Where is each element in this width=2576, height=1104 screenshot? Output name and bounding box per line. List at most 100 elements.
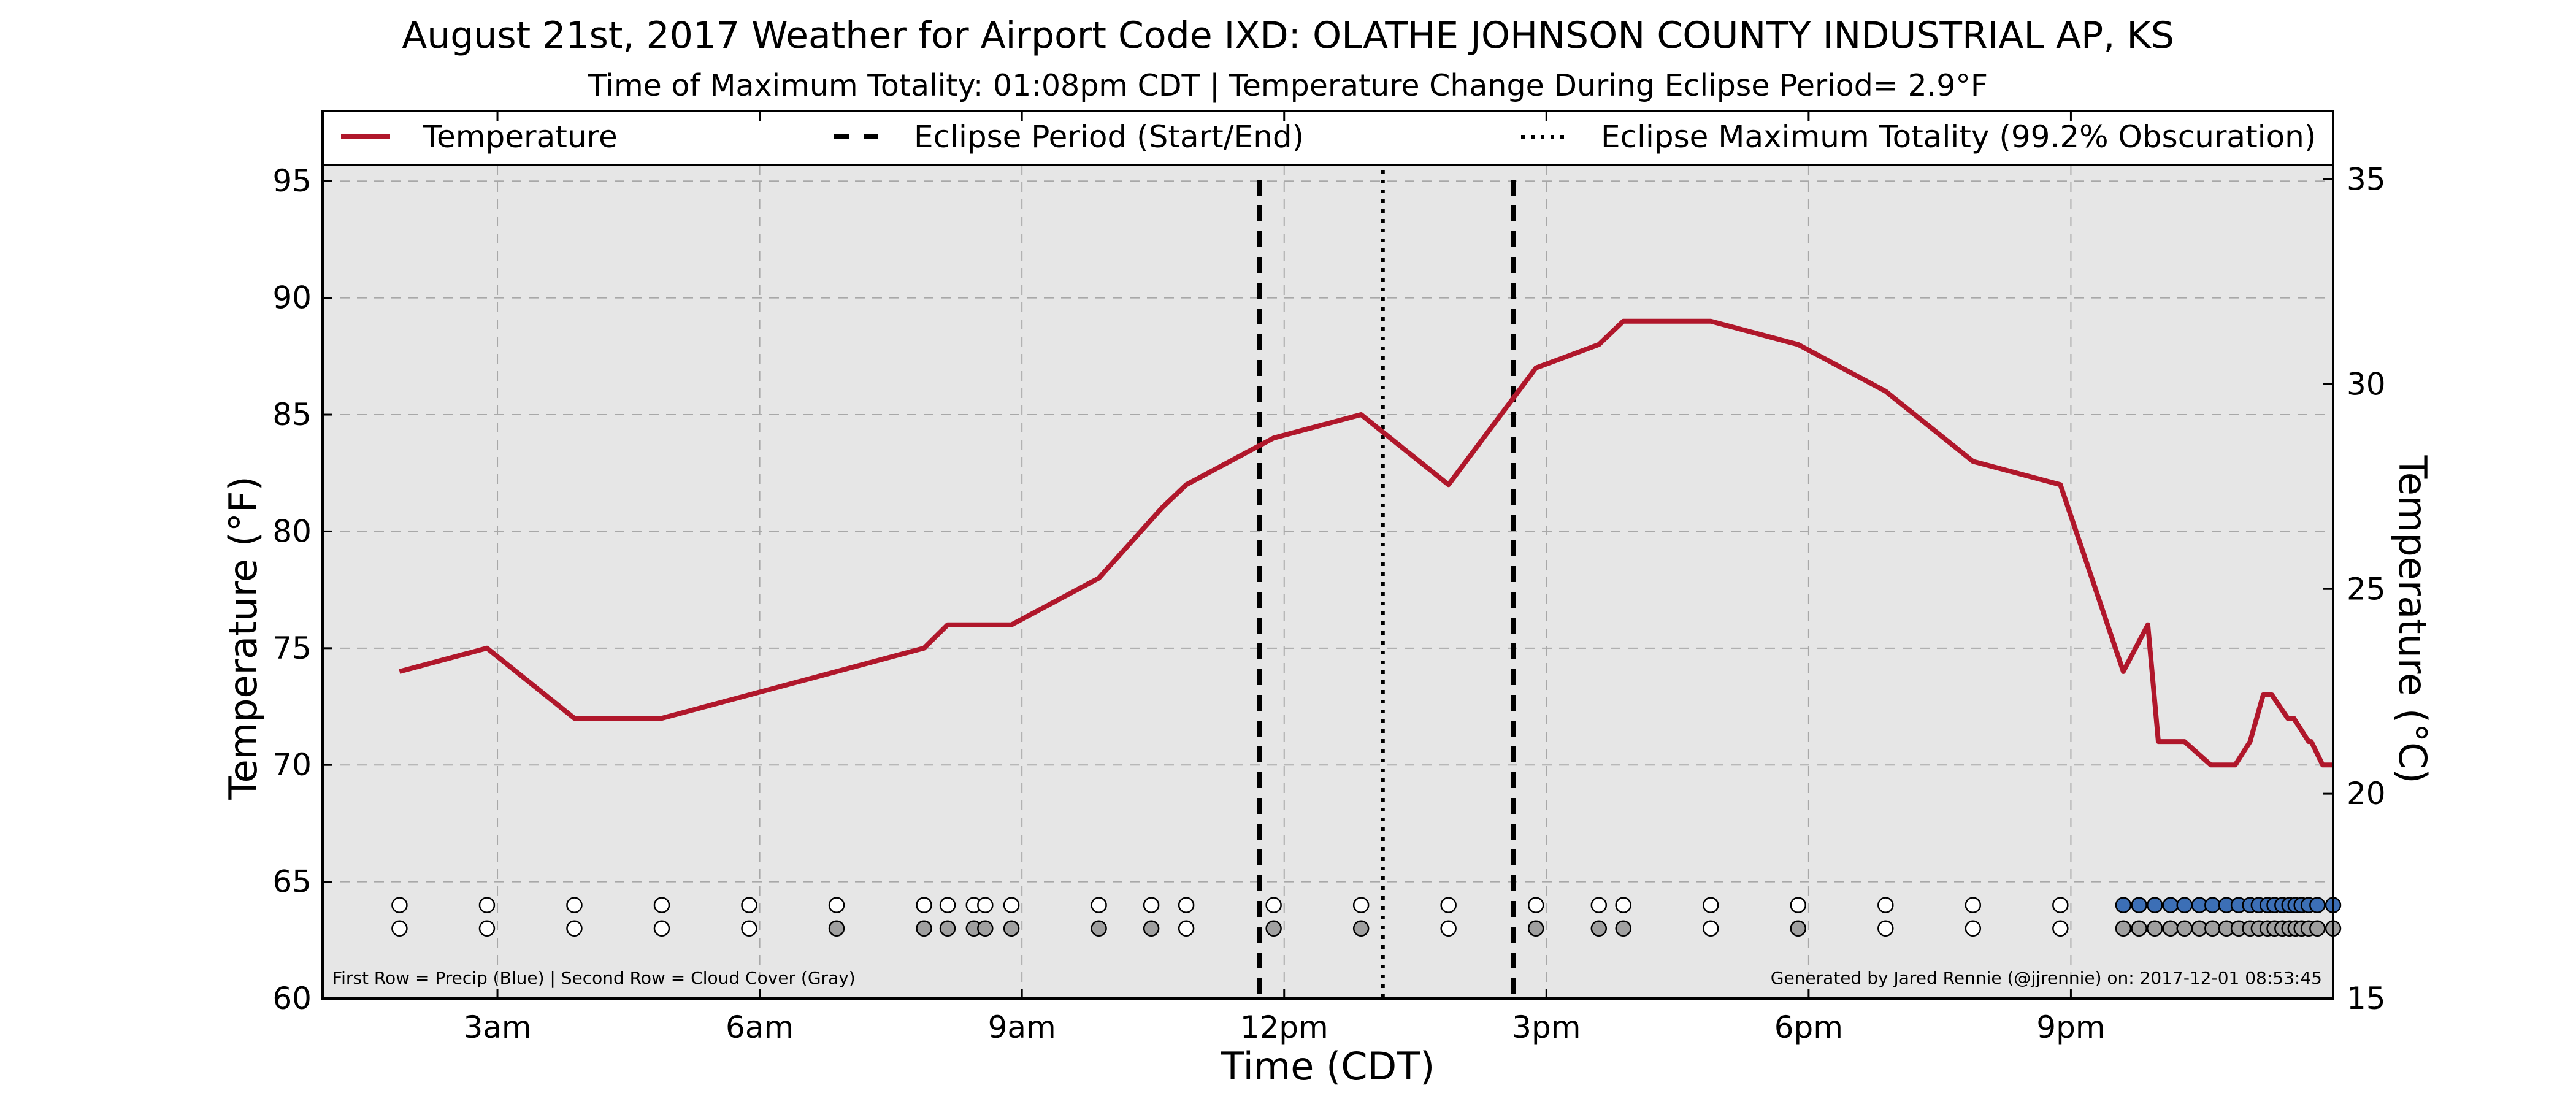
y-tick-label-right: 20 — [2347, 776, 2386, 811]
cloud-marker — [2176, 920, 2193, 937]
cloud-marker — [2115, 920, 2132, 937]
axis-ticks: 3am 6am 9am 12pm 3pm 6pm 9pm 60 65 70 75 80 85 90 95 15… — [272, 111, 2386, 1045]
cloud-marker — [1965, 920, 1982, 937]
precip-marker — [653, 897, 670, 913]
cloud-marker — [1590, 920, 1608, 937]
precip-marker — [2131, 897, 2147, 913]
eclipse-lines — [1257, 170, 1516, 999]
cloud-marker — [1877, 920, 1894, 937]
precip-marker — [1143, 897, 1160, 913]
precip-marker — [1965, 897, 1982, 913]
precip-marker — [2162, 897, 2179, 913]
precip-marker — [939, 897, 956, 913]
cloud-marker — [478, 920, 496, 937]
y-tick-label: 60 — [272, 981, 312, 1016]
cloud-marker — [1702, 920, 1719, 937]
cloud-marker — [1440, 920, 1457, 937]
cloud-marker — [1615, 920, 1631, 937]
plot-area — [323, 111, 2333, 999]
cloud-marker — [2162, 920, 2179, 937]
y-tick-label: 90 — [272, 280, 312, 316]
precip-marker — [2309, 897, 2326, 913]
y-tick-label: 65 — [272, 864, 312, 900]
precip-cloud-markers — [391, 897, 2342, 937]
precip-marker — [1877, 897, 1894, 913]
precip-marker — [1265, 897, 1282, 913]
legend-box — [321, 110, 2334, 166]
precip-marker — [1440, 897, 1457, 913]
precip-marker — [1590, 897, 1608, 913]
precip-marker — [1352, 897, 1370, 913]
precip-marker — [1178, 897, 1195, 913]
precip-marker — [1615, 897, 1631, 913]
temperature-line — [399, 318, 2333, 768]
cloud-marker — [1091, 920, 1107, 937]
precip-marker — [916, 897, 932, 913]
cloud-marker — [2309, 920, 2326, 937]
x-axis-label: Time (CDT) — [1221, 1044, 1435, 1089]
legend-label-max-totality: Eclipse Maximum Totality (99.2% Obscurat… — [1601, 119, 2316, 155]
precip-marker — [566, 897, 583, 913]
y-tick-label: 75 — [272, 631, 312, 666]
cloud-marker — [1143, 920, 1160, 937]
y-tick-label-right: 15 — [2347, 981, 2386, 1016]
legend-label-temperature: Temperature — [423, 119, 618, 155]
temperature-series — [399, 318, 2333, 768]
y-tick-label-right: 30 — [2347, 366, 2386, 402]
cloud-marker — [1178, 920, 1195, 937]
cloud-marker — [828, 920, 845, 937]
annotation-right: Generated by Jared Rennie (@jjrennie) on… — [1771, 968, 2322, 988]
cloud-marker — [2131, 920, 2147, 937]
precip-marker — [1527, 897, 1544, 913]
precip-marker — [2204, 897, 2221, 913]
cloud-marker — [566, 920, 583, 937]
y-tick-label: 70 — [272, 747, 312, 783]
cloud-marker — [2052, 920, 2069, 937]
precip-marker — [2147, 897, 2163, 913]
x-tick-label: 6pm — [1774, 1010, 1843, 1045]
precip-marker — [2052, 897, 2069, 913]
y-tick-label-right: 35 — [2347, 162, 2386, 197]
x-tick-label: 3pm — [1512, 1010, 1581, 1045]
cloud-marker — [741, 920, 757, 937]
y-tick-label: 95 — [272, 163, 312, 199]
x-tick-label: 9am — [988, 1010, 1056, 1045]
x-tick-label: 3am — [463, 1010, 531, 1045]
cloud-marker — [977, 920, 994, 937]
cloud-marker — [653, 920, 670, 937]
y-tick-label-right: 25 — [2347, 571, 2386, 607]
annotation-left: First Row = Precip (Blue) | Second Row =… — [332, 968, 856, 988]
legend: Temperature Eclipse Period (Start/End) E… — [321, 110, 2334, 166]
cloud-marker — [1790, 920, 1807, 937]
precip-marker — [1091, 897, 1107, 913]
x-tick-label: 9pm — [2036, 1010, 2105, 1045]
precip-marker — [977, 897, 994, 913]
cloud-marker — [939, 920, 956, 937]
precip-marker — [741, 897, 757, 913]
cloud-marker — [1352, 920, 1370, 937]
x-tick-label: 6am — [726, 1010, 794, 1045]
precip-marker — [1003, 897, 1020, 913]
precip-marker — [1790, 897, 1807, 913]
y-tick-label: 85 — [272, 397, 312, 432]
cloud-marker — [1003, 920, 1020, 937]
grid-lines — [323, 165, 2333, 999]
y-axis-label-right: Temperature (°C) — [2390, 454, 2435, 783]
y-axis-label-left: Temperature (°F) — [221, 476, 266, 800]
legend-label-eclipse-period: Eclipse Period (Start/End) — [914, 119, 1304, 155]
cloud-marker — [391, 920, 408, 937]
precip-marker — [1702, 897, 1719, 913]
x-tick-label: 12pm — [1240, 1010, 1328, 1045]
chart-title: August 21st, 2017 Weather for Airport Co… — [402, 14, 2174, 57]
cloud-marker — [1527, 920, 1544, 937]
cloud-marker — [2147, 920, 2163, 937]
y-tick-label: 80 — [272, 513, 312, 549]
precip-marker — [828, 897, 845, 913]
precip-marker — [2176, 897, 2193, 913]
precip-marker — [391, 897, 408, 913]
chart-subtitle: Time of Maximum Totality: 01:08pm CDT | … — [588, 68, 1988, 103]
precip-marker — [2115, 897, 2132, 913]
cloud-marker — [1265, 920, 1282, 937]
cloud-marker — [916, 920, 932, 937]
